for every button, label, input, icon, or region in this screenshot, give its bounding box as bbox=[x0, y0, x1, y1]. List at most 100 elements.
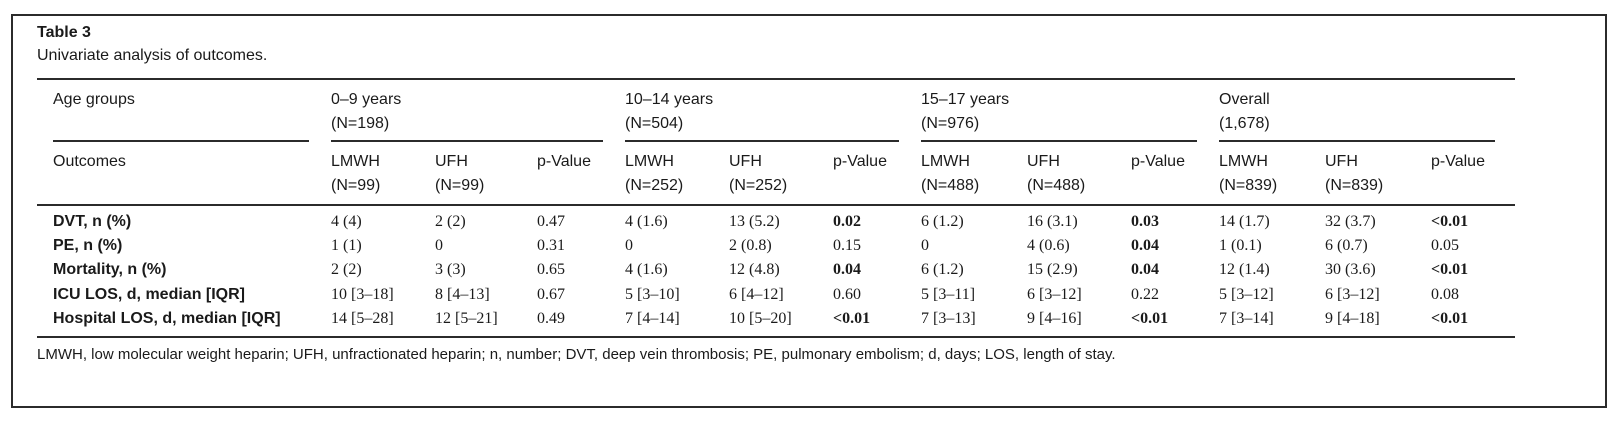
row-label: ICU LOS, d, median [IQR] bbox=[53, 286, 246, 303]
table-cell: <0.01 bbox=[1431, 261, 1469, 278]
table-cell: 10 [5–20] bbox=[729, 310, 792, 327]
subcol-lmwh: LMWH bbox=[625, 153, 674, 170]
table-cell: 30 (3.6) bbox=[1325, 261, 1376, 278]
top-rule bbox=[37, 78, 1515, 80]
table-cell: 0.03 bbox=[1131, 213, 1159, 230]
table-cell: 4 (4) bbox=[331, 213, 362, 230]
group-underline bbox=[625, 140, 899, 142]
table-cell: 0.02 bbox=[833, 213, 861, 230]
table-cell: 2 (2) bbox=[435, 213, 466, 230]
subcol-p-value: p-Value bbox=[833, 153, 887, 170]
table-cell: 0.04 bbox=[1131, 261, 1159, 278]
header-age-groups: Age groups bbox=[53, 91, 135, 108]
table-cell: 14 [5–28] bbox=[331, 310, 394, 327]
table-cell: 5 [3–10] bbox=[625, 286, 680, 303]
subcol-lmwh-n: (N=252) bbox=[625, 177, 684, 194]
table-cell: 16 (3.1) bbox=[1027, 213, 1078, 230]
table-cell: 0 bbox=[921, 237, 929, 254]
group-underline bbox=[1219, 140, 1495, 142]
table-cell: 6 (1.2) bbox=[921, 213, 964, 230]
group-name: Overall bbox=[1219, 91, 1270, 108]
table-cell: 0.15 bbox=[833, 237, 861, 254]
table-cell: 7 [3–14] bbox=[1219, 310, 1274, 327]
table-cell: 3 (3) bbox=[435, 261, 466, 278]
table-cell: 0.65 bbox=[537, 261, 565, 278]
table-cell: 2 (2) bbox=[331, 261, 362, 278]
table-cell: 0.05 bbox=[1431, 237, 1459, 254]
table-cell: 4 (0.6) bbox=[1027, 237, 1070, 254]
table-cell: 0.60 bbox=[833, 286, 861, 303]
group-n: (N=976) bbox=[921, 115, 980, 132]
table-cell: 1 (0.1) bbox=[1219, 237, 1262, 254]
subcol-p-value: p-Value bbox=[537, 153, 591, 170]
row-label: DVT, n (%) bbox=[53, 213, 132, 230]
subcol-ufh-n: (N=252) bbox=[729, 177, 788, 194]
table-cell: 7 [4–14] bbox=[625, 310, 680, 327]
table-frame: Table 3 Univariate analysis of outcomes.… bbox=[11, 14, 1607, 408]
header-label-underline bbox=[53, 140, 309, 142]
table-cell: 0 bbox=[625, 237, 633, 254]
table-cell: 14 (1.7) bbox=[1219, 213, 1270, 230]
table-cell: 5 [3–12] bbox=[1219, 286, 1274, 303]
table-cell: 15 (2.9) bbox=[1027, 261, 1078, 278]
group-underline bbox=[331, 140, 603, 142]
table-cell: 5 [3–11] bbox=[921, 286, 976, 303]
subcol-ufh: UFH bbox=[1325, 153, 1358, 170]
group-n: (N=504) bbox=[625, 115, 684, 132]
subcol-ufh: UFH bbox=[1027, 153, 1060, 170]
group-underline bbox=[921, 140, 1197, 142]
group-name: 10–14 years bbox=[625, 91, 714, 108]
subcol-lmwh-n: (N=488) bbox=[921, 177, 980, 194]
table-cell: 6 (0.7) bbox=[1325, 237, 1368, 254]
table-cell: 6 [3–12] bbox=[1027, 286, 1082, 303]
table-cell: 0.04 bbox=[1131, 237, 1159, 254]
table-cell: 12 (4.8) bbox=[729, 261, 780, 278]
subcol-lmwh: LMWH bbox=[331, 153, 380, 170]
table-cell: 0 bbox=[435, 237, 443, 254]
subcol-p-value: p-Value bbox=[1431, 153, 1485, 170]
table-cell: 12 [5–21] bbox=[435, 310, 498, 327]
group-n: (N=198) bbox=[331, 115, 390, 132]
table-label: Table 3 bbox=[37, 24, 91, 41]
table-cell: 0.04 bbox=[833, 261, 861, 278]
table-cell: 4 (1.6) bbox=[625, 213, 668, 230]
table-cell: 2 (0.8) bbox=[729, 237, 772, 254]
row-label: Hospital LOS, d, median [IQR] bbox=[53, 310, 281, 327]
subcol-lmwh-n: (N=99) bbox=[331, 177, 381, 194]
header-outcomes: Outcomes bbox=[53, 153, 126, 170]
table-cell: 9 [4–16] bbox=[1027, 310, 1082, 327]
subcol-lmwh: LMWH bbox=[921, 153, 970, 170]
group-name: 15–17 years bbox=[921, 91, 1010, 108]
bottom-rule bbox=[37, 336, 1515, 338]
table-cell: 6 [3–12] bbox=[1325, 286, 1380, 303]
table-cell: <0.01 bbox=[1131, 310, 1169, 327]
group-n: (1,678) bbox=[1219, 115, 1270, 132]
table-cell: 1 (1) bbox=[331, 237, 362, 254]
table-cell: 10 [3–18] bbox=[331, 286, 394, 303]
table-title: Univariate analysis of outcomes. bbox=[37, 47, 268, 64]
row-label: Mortality, n (%) bbox=[53, 261, 167, 278]
row-label: PE, n (%) bbox=[53, 237, 123, 254]
subcol-p-value: p-Value bbox=[1131, 153, 1185, 170]
subcol-ufh-n: (N=839) bbox=[1325, 177, 1384, 194]
table-cell: 12 (1.4) bbox=[1219, 261, 1270, 278]
table-cell: 0.22 bbox=[1131, 286, 1159, 303]
table-cell: 7 [3–13] bbox=[921, 310, 976, 327]
table-cell: 4 (1.6) bbox=[625, 261, 668, 278]
table-cell: <0.01 bbox=[1431, 310, 1469, 327]
table-cell: 0.31 bbox=[537, 237, 565, 254]
table-footnote: LMWH, low molecular weight heparin; UFH,… bbox=[37, 346, 1116, 363]
table-cell: 13 (5.2) bbox=[729, 213, 780, 230]
table-cell: 0.08 bbox=[1431, 286, 1459, 303]
table-cell: 0.49 bbox=[537, 310, 565, 327]
subcol-lmwh: LMWH bbox=[1219, 153, 1268, 170]
table-cell: 0.47 bbox=[537, 213, 565, 230]
table-cell: 8 [4–13] bbox=[435, 286, 490, 303]
header-bottom-rule bbox=[37, 204, 1515, 206]
subcol-lmwh-n: (N=839) bbox=[1219, 177, 1278, 194]
table-cell: 6 (1.2) bbox=[921, 261, 964, 278]
group-name: 0–9 years bbox=[331, 91, 402, 108]
table-cell: <0.01 bbox=[833, 310, 871, 327]
subcol-ufh-n: (N=99) bbox=[435, 177, 485, 194]
table-cell: <0.01 bbox=[1431, 213, 1469, 230]
